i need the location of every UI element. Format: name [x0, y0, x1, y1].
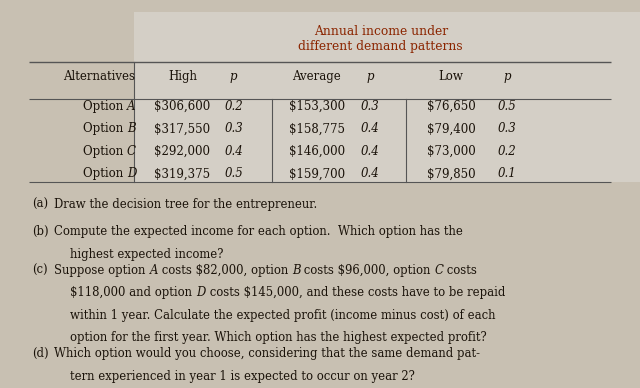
Text: $76,650: $76,650 — [427, 100, 476, 113]
Text: $118,000 and option: $118,000 and option — [70, 286, 196, 300]
Text: p: p — [503, 70, 511, 83]
Text: costs $145,000, and these costs have to be repaid: costs $145,000, and these costs have to … — [205, 286, 505, 300]
Text: Option: Option — [83, 122, 127, 135]
Text: (c): (c) — [32, 264, 47, 277]
Text: $79,850: $79,850 — [427, 167, 476, 180]
Text: highest expected income?: highest expected income? — [70, 248, 224, 261]
Text: 0.5: 0.5 — [497, 100, 516, 113]
Text: 0.2: 0.2 — [224, 100, 243, 113]
Text: different demand patterns: different demand patterns — [298, 40, 463, 54]
Text: B: B — [127, 122, 135, 135]
Text: p: p — [230, 70, 237, 83]
Text: (a): (a) — [32, 198, 48, 211]
Text: 0.2: 0.2 — [497, 145, 516, 158]
Text: A: A — [127, 100, 135, 113]
Text: 0.4: 0.4 — [360, 167, 380, 180]
Text: (d): (d) — [32, 347, 49, 360]
Text: (b): (b) — [32, 225, 49, 238]
Text: Draw the decision tree for the entrepreneur.: Draw the decision tree for the entrepren… — [54, 198, 317, 211]
Text: 0.1: 0.1 — [497, 167, 516, 180]
Text: Alternatives: Alternatives — [63, 70, 135, 83]
Text: $317,550: $317,550 — [154, 122, 211, 135]
Text: within 1 year. Calculate the expected profit (income minus cost) of each: within 1 year. Calculate the expected pr… — [70, 309, 496, 322]
Text: 0.3: 0.3 — [497, 122, 516, 135]
Text: Annual income under: Annual income under — [314, 25, 448, 38]
Text: 0.3: 0.3 — [360, 100, 380, 113]
Text: tern experienced in year 1 is expected to occur on year 2?: tern experienced in year 1 is expected t… — [70, 370, 415, 383]
Text: 0.4: 0.4 — [224, 145, 243, 158]
Text: costs $96,000, option: costs $96,000, option — [300, 264, 435, 277]
Text: $159,700: $159,700 — [289, 167, 345, 180]
Text: Option: Option — [83, 167, 127, 180]
Text: D: D — [127, 167, 136, 180]
Text: p: p — [366, 70, 374, 83]
Text: 0.4: 0.4 — [360, 122, 380, 135]
Bar — [134, 12, 640, 182]
Text: $319,375: $319,375 — [154, 167, 211, 180]
Text: B: B — [292, 264, 300, 277]
Text: Low: Low — [439, 70, 463, 83]
Text: 0.4: 0.4 — [360, 145, 380, 158]
Text: Compute the expected income for each option.  Which option has the: Compute the expected income for each opt… — [54, 225, 463, 238]
Text: Option: Option — [83, 100, 127, 113]
Text: Which option would you choose, considering that the same demand pat-: Which option would you choose, consideri… — [54, 347, 481, 360]
Text: High: High — [168, 70, 197, 83]
Text: Average: Average — [292, 70, 341, 83]
Text: $146,000: $146,000 — [289, 145, 345, 158]
Text: Option: Option — [83, 145, 127, 158]
Text: $306,600: $306,600 — [154, 100, 211, 113]
Text: costs: costs — [444, 264, 477, 277]
Text: A: A — [150, 264, 158, 277]
Text: $73,000: $73,000 — [427, 145, 476, 158]
Text: costs $82,000, option: costs $82,000, option — [158, 264, 292, 277]
Text: 0.5: 0.5 — [224, 167, 243, 180]
Text: $158,775: $158,775 — [289, 122, 345, 135]
Text: C: C — [127, 145, 136, 158]
Text: C: C — [435, 264, 444, 277]
Text: $292,000: $292,000 — [154, 145, 211, 158]
Text: D: D — [196, 286, 205, 300]
Text: $79,400: $79,400 — [427, 122, 476, 135]
Text: $153,300: $153,300 — [289, 100, 345, 113]
Text: option for the first year. Which option has the highest expected profit?: option for the first year. Which option … — [70, 331, 487, 345]
Text: Suppose option: Suppose option — [54, 264, 150, 277]
Text: 0.3: 0.3 — [224, 122, 243, 135]
